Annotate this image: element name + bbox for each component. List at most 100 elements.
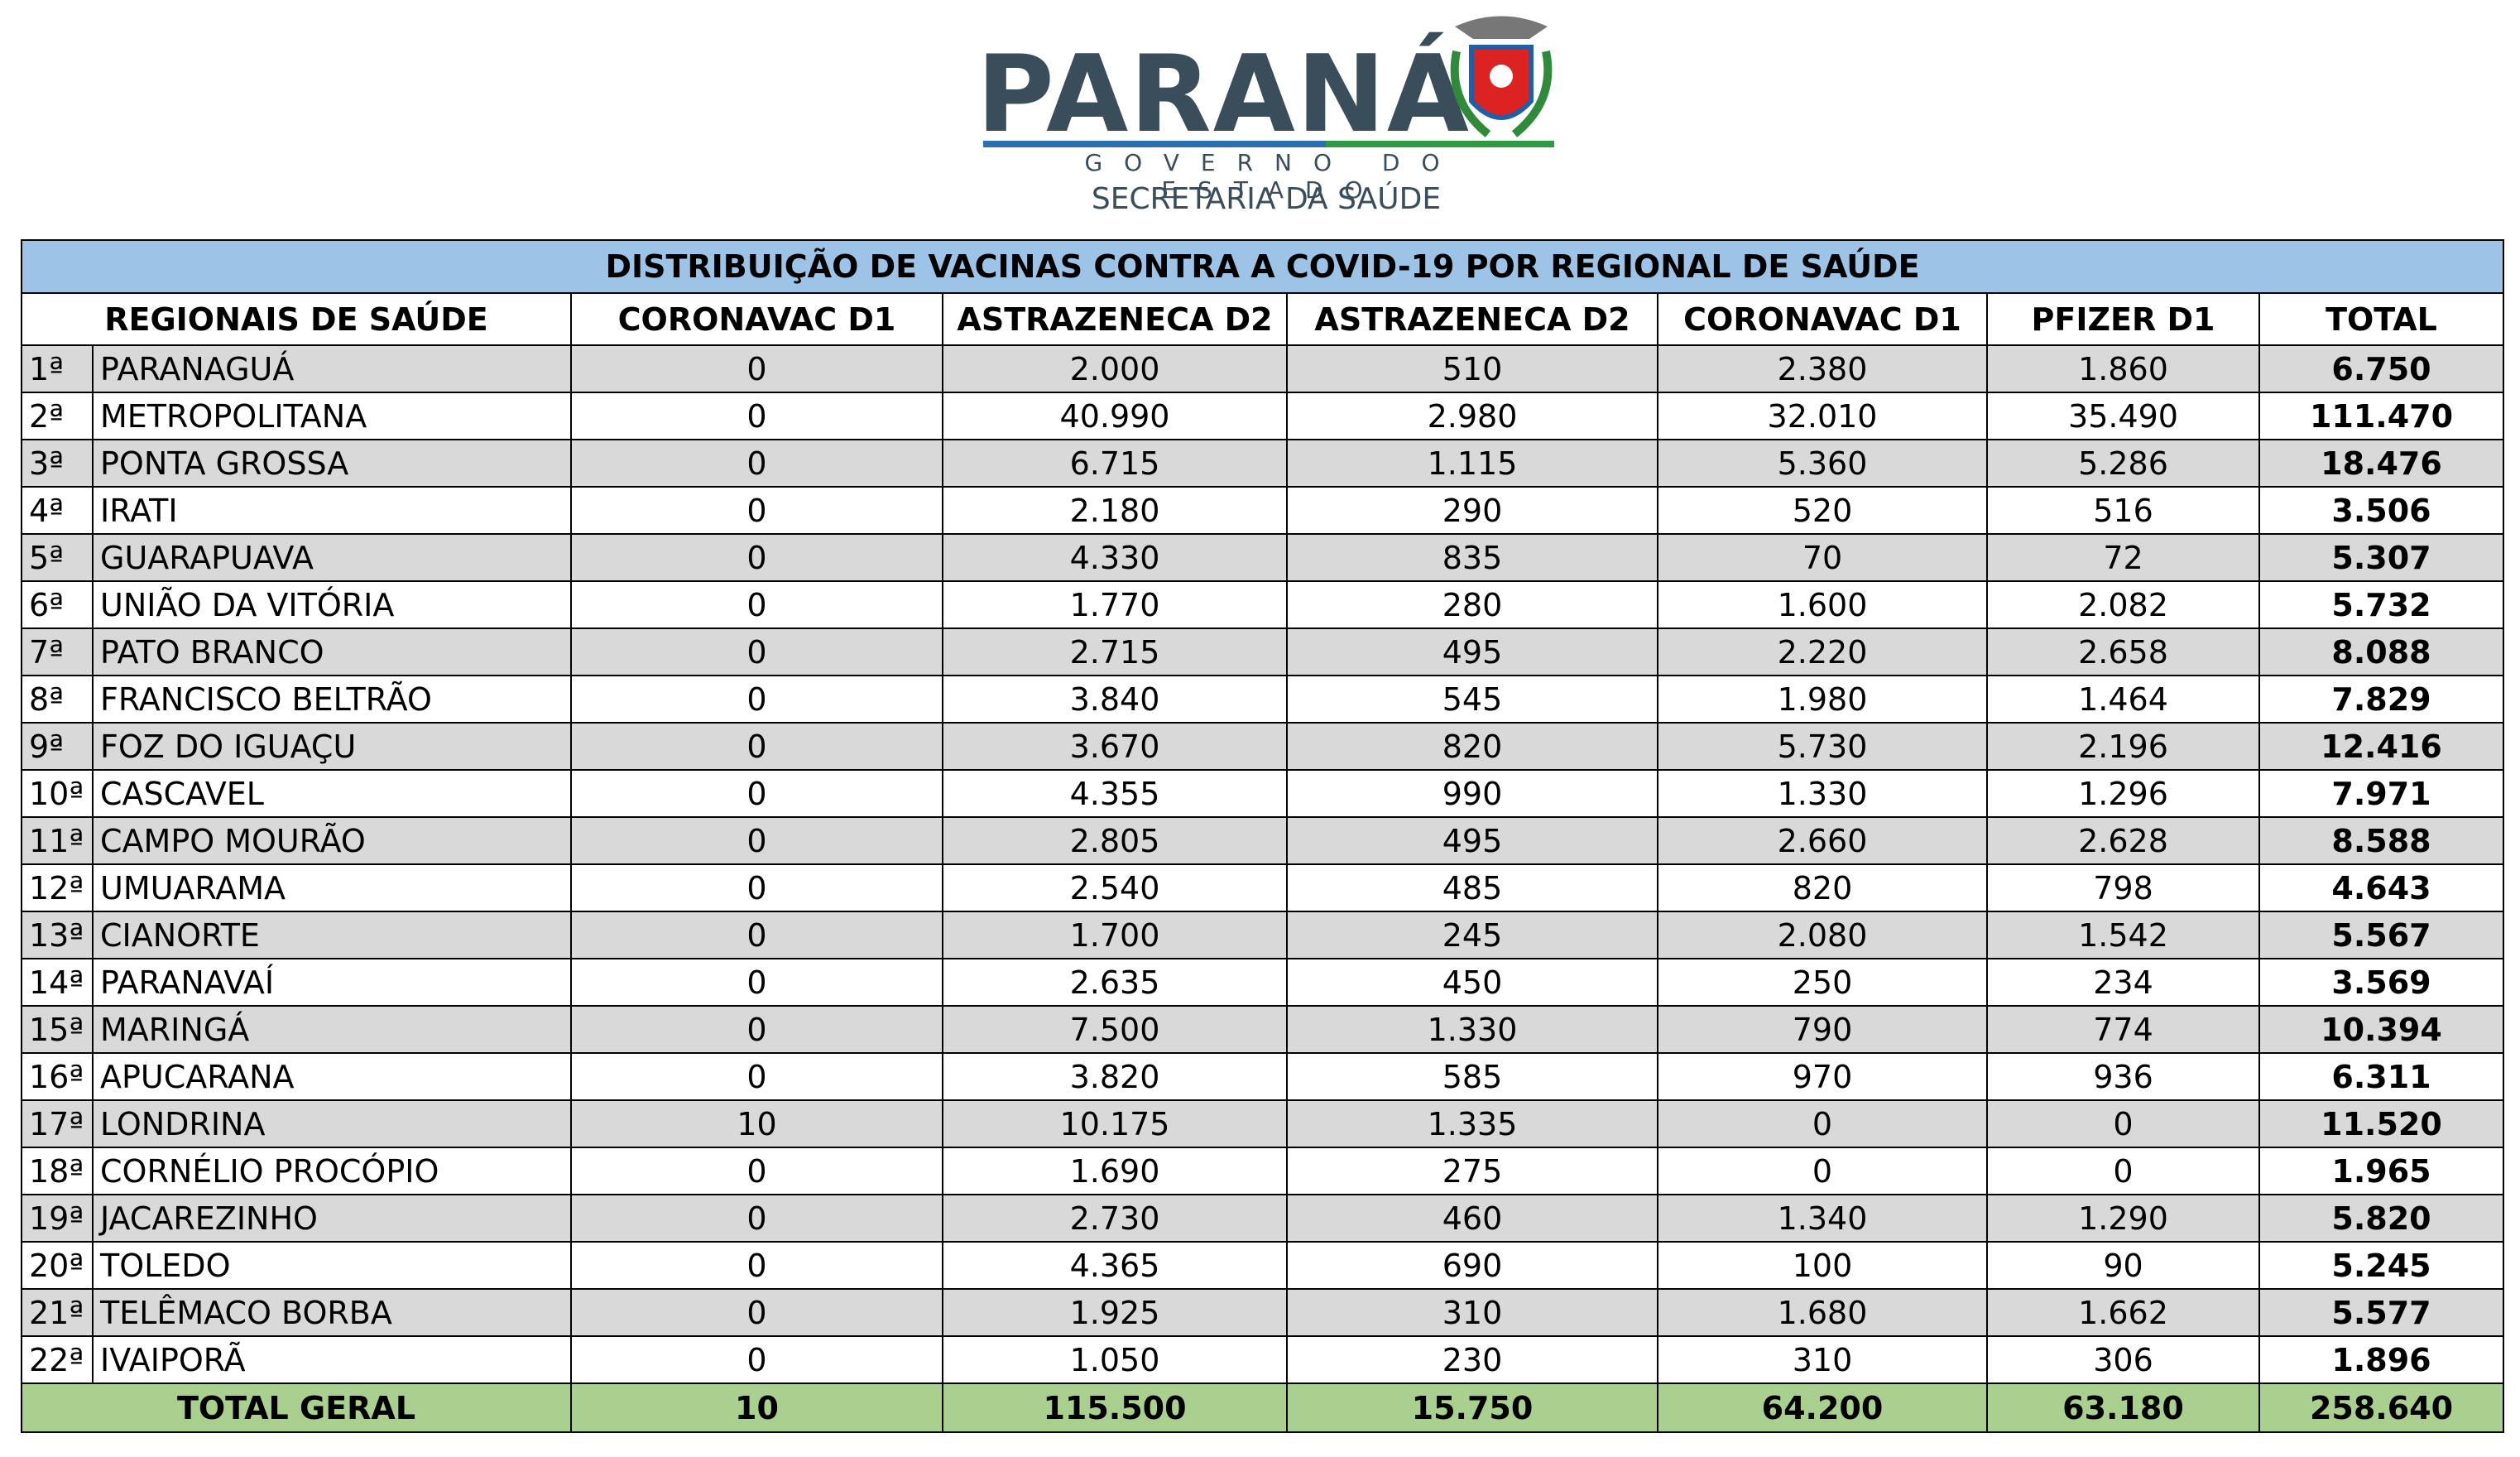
ordinal: 13ª (21, 911, 94, 959)
ordinal: 7ª (21, 628, 94, 676)
value: 460 (1286, 1194, 1658, 1243)
total-value: 10 (570, 1382, 943, 1433)
value: 2.628 (1986, 816, 2260, 865)
region: IVAIPORÃ (92, 1335, 572, 1384)
value: 0 (570, 863, 943, 912)
ordinal: 8ª (21, 675, 94, 724)
value: 4.365 (942, 1241, 1288, 1290)
value: 11.520 (2258, 1099, 2504, 1148)
column-header: TOTAL (2258, 292, 2504, 346)
ordinal: 12ª (21, 863, 94, 912)
value: 790 (1657, 1005, 1988, 1054)
value: 32.010 (1657, 392, 1988, 440)
value: 6.311 (2258, 1052, 2504, 1101)
value: 936 (1986, 1052, 2260, 1101)
value: 4.643 (2258, 863, 2504, 912)
value: 6.750 (2258, 344, 2504, 393)
value: 3.820 (942, 1052, 1288, 1101)
ordinal: 20ª (21, 1241, 94, 1290)
value: 0 (570, 580, 943, 629)
logo-subtitle: GOVERNO DO ESTADO (1084, 149, 1462, 204)
value: 1.680 (1657, 1288, 1988, 1337)
value: 1.050 (942, 1335, 1288, 1384)
value: 1.600 (1657, 580, 1988, 629)
value: 7.500 (942, 1005, 1288, 1054)
value: 0 (570, 1147, 943, 1195)
region: CAMPO MOURÃO (92, 816, 572, 865)
value: 2.000 (942, 344, 1288, 393)
value: 1.335 (1286, 1099, 1658, 1148)
region: METROPOLITANA (92, 392, 572, 440)
value: 1.330 (1286, 1005, 1658, 1054)
value: 0 (570, 722, 943, 771)
logo-title: PARANÁ (977, 33, 1471, 156)
value: 2.980 (1286, 392, 1658, 440)
value: 1.542 (1986, 911, 2260, 959)
value: 5.730 (1657, 722, 1988, 771)
region: MARINGÁ (92, 1005, 572, 1054)
value: 1.925 (942, 1288, 1288, 1337)
data-row: 16ª APUCARANA 0 3.820 585 970 936 6.311 (21, 1052, 2504, 1101)
value: 10.175 (942, 1099, 1288, 1148)
value: 5.286 (1986, 439, 2260, 488)
value: 0 (570, 533, 943, 582)
value: 310 (1286, 1288, 1658, 1337)
value: 7.971 (2258, 769, 2504, 818)
data-row: 12ª UMUARAMA 0 2.540 485 820 798 4.643 (21, 863, 2504, 912)
ordinal: 21ª (21, 1288, 94, 1337)
data-row: 19ª JACAREZINHO 0 2.730 460 1.340 1.290 5.820 (21, 1194, 2504, 1243)
data-row: 9ª FOZ DO IGUAÇU 0 3.670 820 5.730 2.196 12.416 (21, 722, 2504, 771)
value: 234 (1986, 958, 2260, 1007)
region: CASCAVEL (92, 769, 572, 818)
value: 5.577 (2258, 1288, 2504, 1337)
region: GUARAPUAVA (92, 533, 572, 582)
ordinal: 10ª (21, 769, 94, 818)
region: JACAREZINHO (92, 1194, 572, 1243)
total-value: 15.750 (1286, 1382, 1658, 1433)
value: 516 (1986, 486, 2260, 535)
value: 0 (570, 1052, 943, 1101)
value: 0 (1657, 1099, 1988, 1148)
value: 12.416 (2258, 722, 2504, 771)
value: 2.730 (942, 1194, 1288, 1243)
value: 2.180 (942, 486, 1288, 535)
value: 0 (1657, 1147, 1988, 1195)
column-header: ASTRAZENECA D2 (942, 292, 1288, 346)
value: 495 (1286, 628, 1658, 676)
value: 72 (1986, 533, 2260, 582)
region: PATO BRANCO (92, 628, 572, 676)
ordinal: 18ª (21, 1147, 94, 1195)
value: 0 (570, 486, 943, 535)
data-row: 7ª PATO BRANCO 0 2.715 495 2.220 2.658 8.088 (21, 628, 2504, 676)
value: 1.296 (1986, 769, 2260, 818)
data-row: 1ª PARANAGUÁ 0 2.000 510 2.380 1.860 6.750 (21, 344, 2504, 393)
value: 40.990 (942, 392, 1288, 440)
data-row: 22ª IVAIPORÃ 0 1.050 230 310 306 1.896 (21, 1335, 2504, 1384)
total-value: 115.500 (942, 1382, 1288, 1433)
data-row: 8ª FRANCISCO BELTRÃO 0 3.840 545 1.980 1.464 7.… (21, 675, 2504, 724)
value: 2.715 (942, 628, 1288, 676)
value: 0 (570, 1288, 943, 1337)
region: FRANCISCO BELTRÃO (92, 675, 572, 724)
value: 1.896 (2258, 1335, 2504, 1384)
region: CORNÉLIO PROCÓPIO (92, 1147, 572, 1195)
header-row: REGIONAIS DE SAÚDE CORONAVAC D1 ASTRAZENEC… (21, 292, 2504, 346)
value: 100 (1657, 1241, 1988, 1290)
value: 0 (570, 344, 943, 393)
ordinal: 22ª (21, 1335, 94, 1384)
value: 4.355 (942, 769, 1288, 818)
data-row: 2ª METROPOLITANA 0 40.990 2.980 32.010 35.490 1… (21, 392, 2504, 440)
data-row: 4ª IRATI 0 2.180 290 520 516 3.506 (21, 486, 2504, 535)
value: 450 (1286, 958, 1658, 1007)
total-value: 63.180 (1986, 1382, 2260, 1433)
ordinal: 14ª (21, 958, 94, 1007)
value: 290 (1286, 486, 1658, 535)
data-row: 17ª LONDRINA 10 10.175 1.335 0 0 11.520 (21, 1099, 2504, 1148)
value: 3.670 (942, 722, 1288, 771)
column-header: CORONAVAC D1 (570, 292, 943, 346)
data-row: 10ª CASCAVEL 0 4.355 990 1.330 1.296 7.971 (21, 769, 2504, 818)
region: UNIÃO DA VITÓRIA (92, 580, 572, 629)
value: 0 (570, 1194, 943, 1243)
value: 1.330 (1657, 769, 1988, 818)
value: 5.245 (2258, 1241, 2504, 1290)
